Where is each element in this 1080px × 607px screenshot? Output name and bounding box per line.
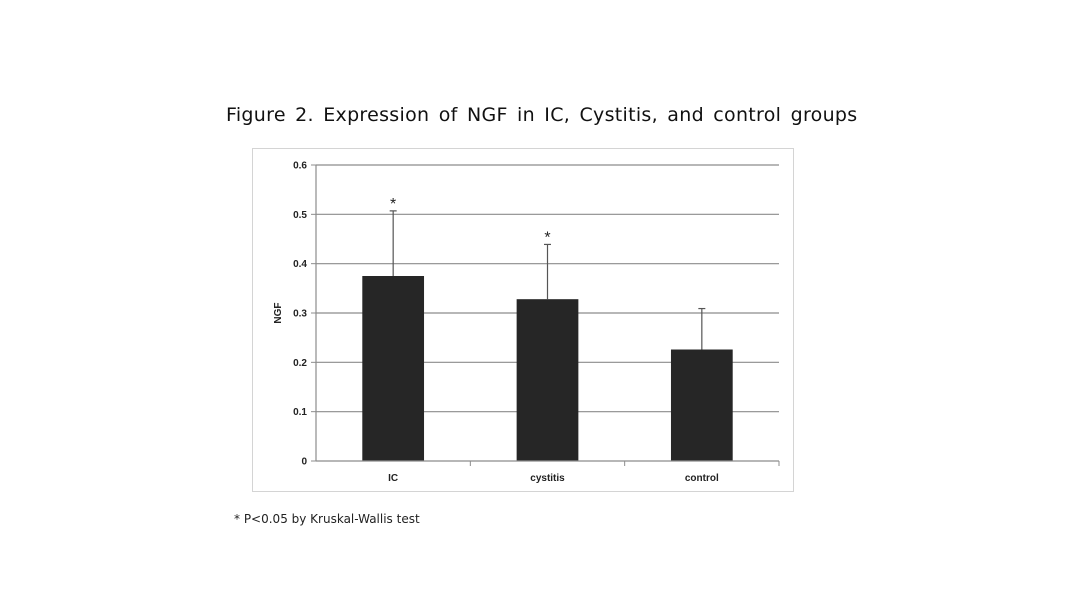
y-tick-label: 0.2 bbox=[293, 358, 307, 369]
category-label: IC bbox=[388, 473, 398, 484]
axes bbox=[311, 164, 780, 466]
bar-control bbox=[670, 349, 733, 461]
error-bars bbox=[389, 210, 706, 350]
ngf-bar-chart: 0 0.1 0.2 0.3 0.4 0.5 0.6 * IC * cystitis control NG… bbox=[273, 161, 780, 485]
bar-cystitis bbox=[516, 299, 579, 461]
category-label: control bbox=[685, 473, 719, 484]
y-tick-label: 0.1 bbox=[293, 407, 307, 418]
y-tick-label: 0 bbox=[301, 457, 307, 468]
labels: 0 0.1 0.2 0.3 0.4 0.5 0.6 * IC * cystitis control NG… bbox=[273, 161, 719, 485]
y-tick-label: 0.6 bbox=[293, 161, 307, 172]
y-axis-label: NGF bbox=[273, 302, 284, 323]
figure-title: Figure 2. Expression of NGF in IC, Cysti… bbox=[226, 104, 858, 126]
significance-mark: * bbox=[544, 229, 550, 246]
bar-ic bbox=[362, 276, 425, 461]
y-tick-label: 0.5 bbox=[293, 210, 307, 221]
y-tick-label: 0.3 bbox=[293, 309, 307, 320]
figure-footnote: * P<0.05 by Kruskal-Wallis test bbox=[234, 512, 420, 526]
y-tick-label: 0.4 bbox=[293, 259, 307, 270]
chart-frame: 0 0.1 0.2 0.3 0.4 0.5 0.6 * IC * cystitis control NG… bbox=[252, 148, 794, 492]
category-label: cystitis bbox=[530, 473, 565, 484]
bars bbox=[362, 276, 733, 461]
significance-mark: * bbox=[390, 196, 396, 213]
